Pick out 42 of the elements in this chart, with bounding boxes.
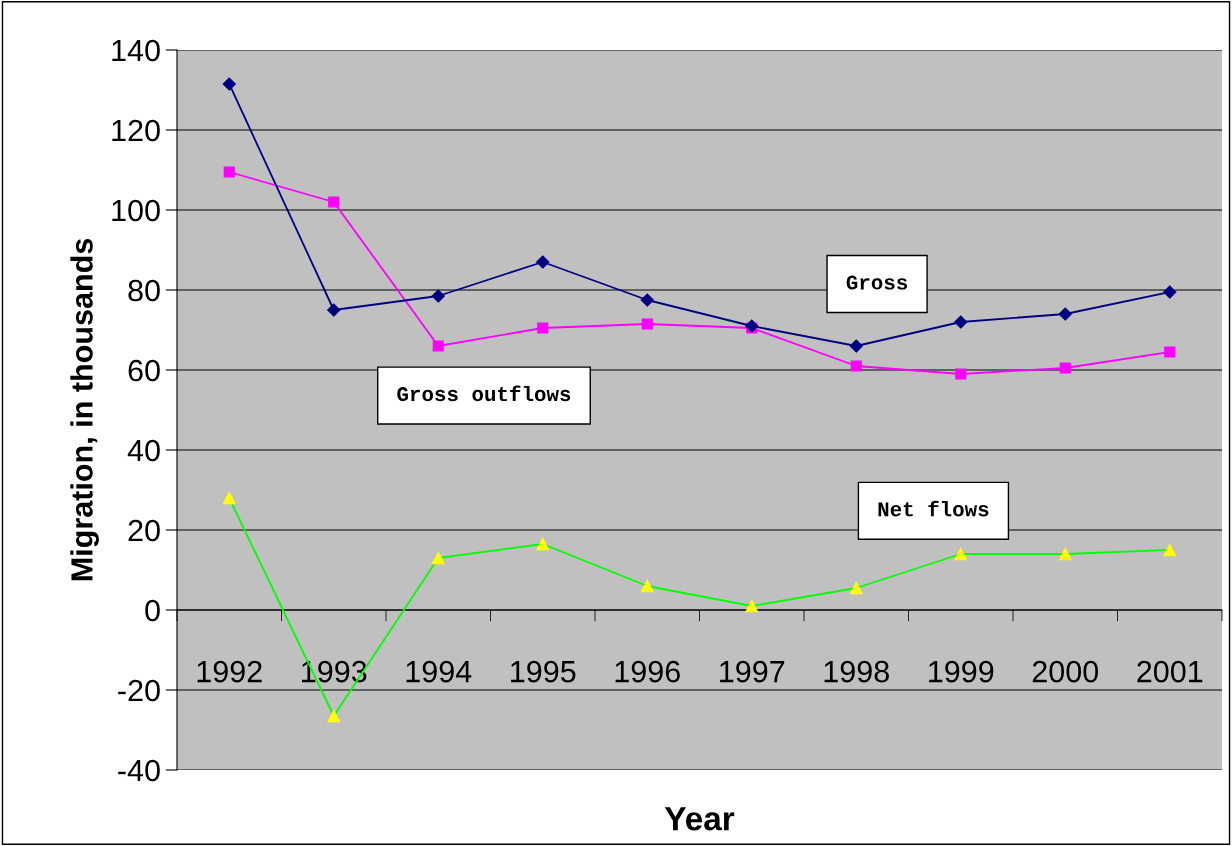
point (1164, 346, 1176, 358)
x-tick-label: 1994 (406, 660, 472, 683)
point (641, 318, 653, 330)
point (222, 77, 236, 91)
point (640, 293, 654, 307)
point (328, 196, 340, 208)
point (431, 289, 445, 303)
point (1058, 307, 1072, 321)
point (536, 255, 550, 269)
point (1059, 362, 1071, 374)
point (955, 368, 967, 380)
point (432, 340, 444, 352)
y-tick-label: 80 (128, 279, 160, 302)
y-tick-label: 100 (112, 199, 160, 222)
text: Gross (846, 275, 908, 290)
y-tick-label: -20 (118, 679, 160, 702)
x-tick-label: 1996 (615, 660, 680, 683)
y-axis-title: Migration, in thousands (70, 238, 99, 581)
x-tick-label: 2000 (1032, 660, 1099, 683)
x-tick-label: 1998 (824, 660, 889, 683)
y-tick-label: 120 (112, 119, 160, 142)
point (1163, 285, 1177, 299)
y-tick-label: 140 (112, 39, 160, 62)
x-tick-label: 1992 (197, 660, 262, 683)
point (223, 166, 235, 178)
y-tick-label: 0 (145, 599, 160, 622)
x-tick-label: 1999 (929, 660, 994, 683)
x-tick-label: 1997 (720, 660, 785, 683)
y-tick-label: 60 (128, 359, 160, 382)
series-label: Net flows (878, 500, 989, 517)
y-tick-label: 40 (127, 439, 160, 462)
point (849, 339, 863, 353)
text: Gross outflows (397, 385, 571, 402)
point (537, 322, 549, 334)
x-axis-title: Year (664, 807, 735, 831)
x-tick-label: 2001 (1137, 660, 1203, 683)
y-tick-label: -40 (118, 759, 160, 782)
x-tick-label: 1995 (511, 660, 576, 683)
point (954, 315, 968, 329)
y-tick-label: 20 (128, 519, 160, 542)
point (327, 303, 341, 317)
point (850, 360, 862, 372)
